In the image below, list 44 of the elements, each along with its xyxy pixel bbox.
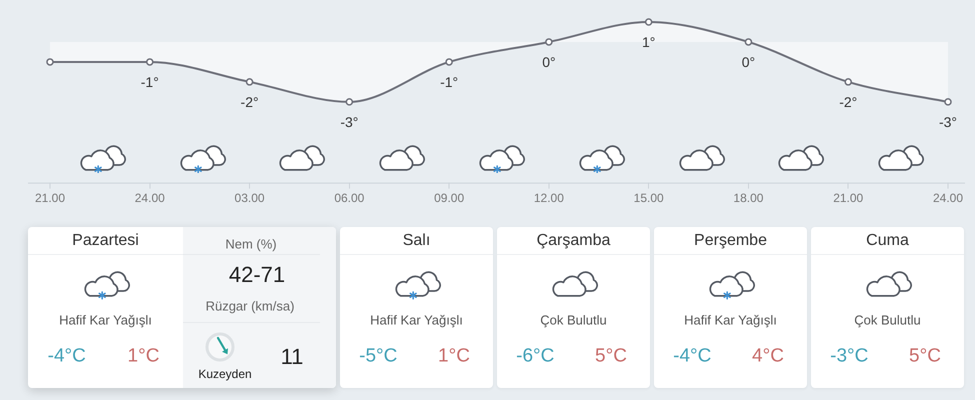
text: 1°C bbox=[438, 346, 470, 366]
x-tick-label: 03.00 bbox=[234, 191, 265, 206]
x-tick-label: 21.00 bbox=[833, 191, 864, 206]
text: Salı bbox=[402, 232, 430, 249]
text: -3°C bbox=[830, 346, 868, 366]
data-label: -3° bbox=[938, 114, 958, 130]
text: Kuzeyden bbox=[198, 367, 252, 381]
text: -6°C bbox=[516, 346, 554, 366]
text: Rüzgar (km/sa) bbox=[206, 298, 294, 314]
text: 1°C bbox=[128, 346, 160, 366]
text: Pazartesi bbox=[72, 232, 139, 249]
text: 5°C bbox=[909, 346, 941, 366]
text: Hafif Kar Yağışlı bbox=[370, 312, 463, 328]
data-label: 0° bbox=[742, 54, 756, 70]
x-tick-label: 21.00 bbox=[34, 191, 66, 206]
text: 4°C bbox=[752, 346, 784, 366]
text: 42-71 bbox=[228, 262, 286, 287]
data-label: 0° bbox=[542, 54, 556, 70]
x-tick-label: 24.00 bbox=[134, 191, 166, 206]
x-tick-label: 06.00 bbox=[334, 191, 365, 206]
text: Perşembe bbox=[694, 232, 767, 249]
text: -5°C bbox=[359, 346, 398, 366]
text: Çok Bulutlu bbox=[540, 312, 607, 328]
text: Cuma bbox=[866, 232, 909, 249]
data-label: -2° bbox=[839, 94, 858, 110]
data-label: -3° bbox=[340, 114, 358, 130]
text: Nem (%) bbox=[225, 236, 277, 252]
text: -4°C bbox=[673, 346, 712, 366]
x-tick-label: 15.00 bbox=[634, 191, 664, 206]
x-tick-label: 24.00 bbox=[932, 191, 964, 206]
data-label: -1° bbox=[140, 74, 159, 90]
text: Hafif Kar Yağışlı bbox=[59, 312, 152, 328]
data-label: -1° bbox=[440, 74, 458, 90]
text: Hafif Kar Yağışlı bbox=[684, 312, 777, 328]
x-tick-label: 12.00 bbox=[534, 191, 564, 206]
text: 11 bbox=[280, 344, 304, 369]
data-label: -2° bbox=[240, 94, 259, 110]
data-label: 1° bbox=[642, 34, 656, 50]
text: Çarşamba bbox=[536, 232, 610, 249]
text: -4°C bbox=[48, 346, 86, 366]
text: Çok Bulutlu bbox=[854, 312, 921, 328]
x-tick-label: 18.00 bbox=[733, 191, 764, 206]
x-tick-label: 09.00 bbox=[434, 191, 464, 206]
text: 5°C bbox=[595, 346, 627, 366]
